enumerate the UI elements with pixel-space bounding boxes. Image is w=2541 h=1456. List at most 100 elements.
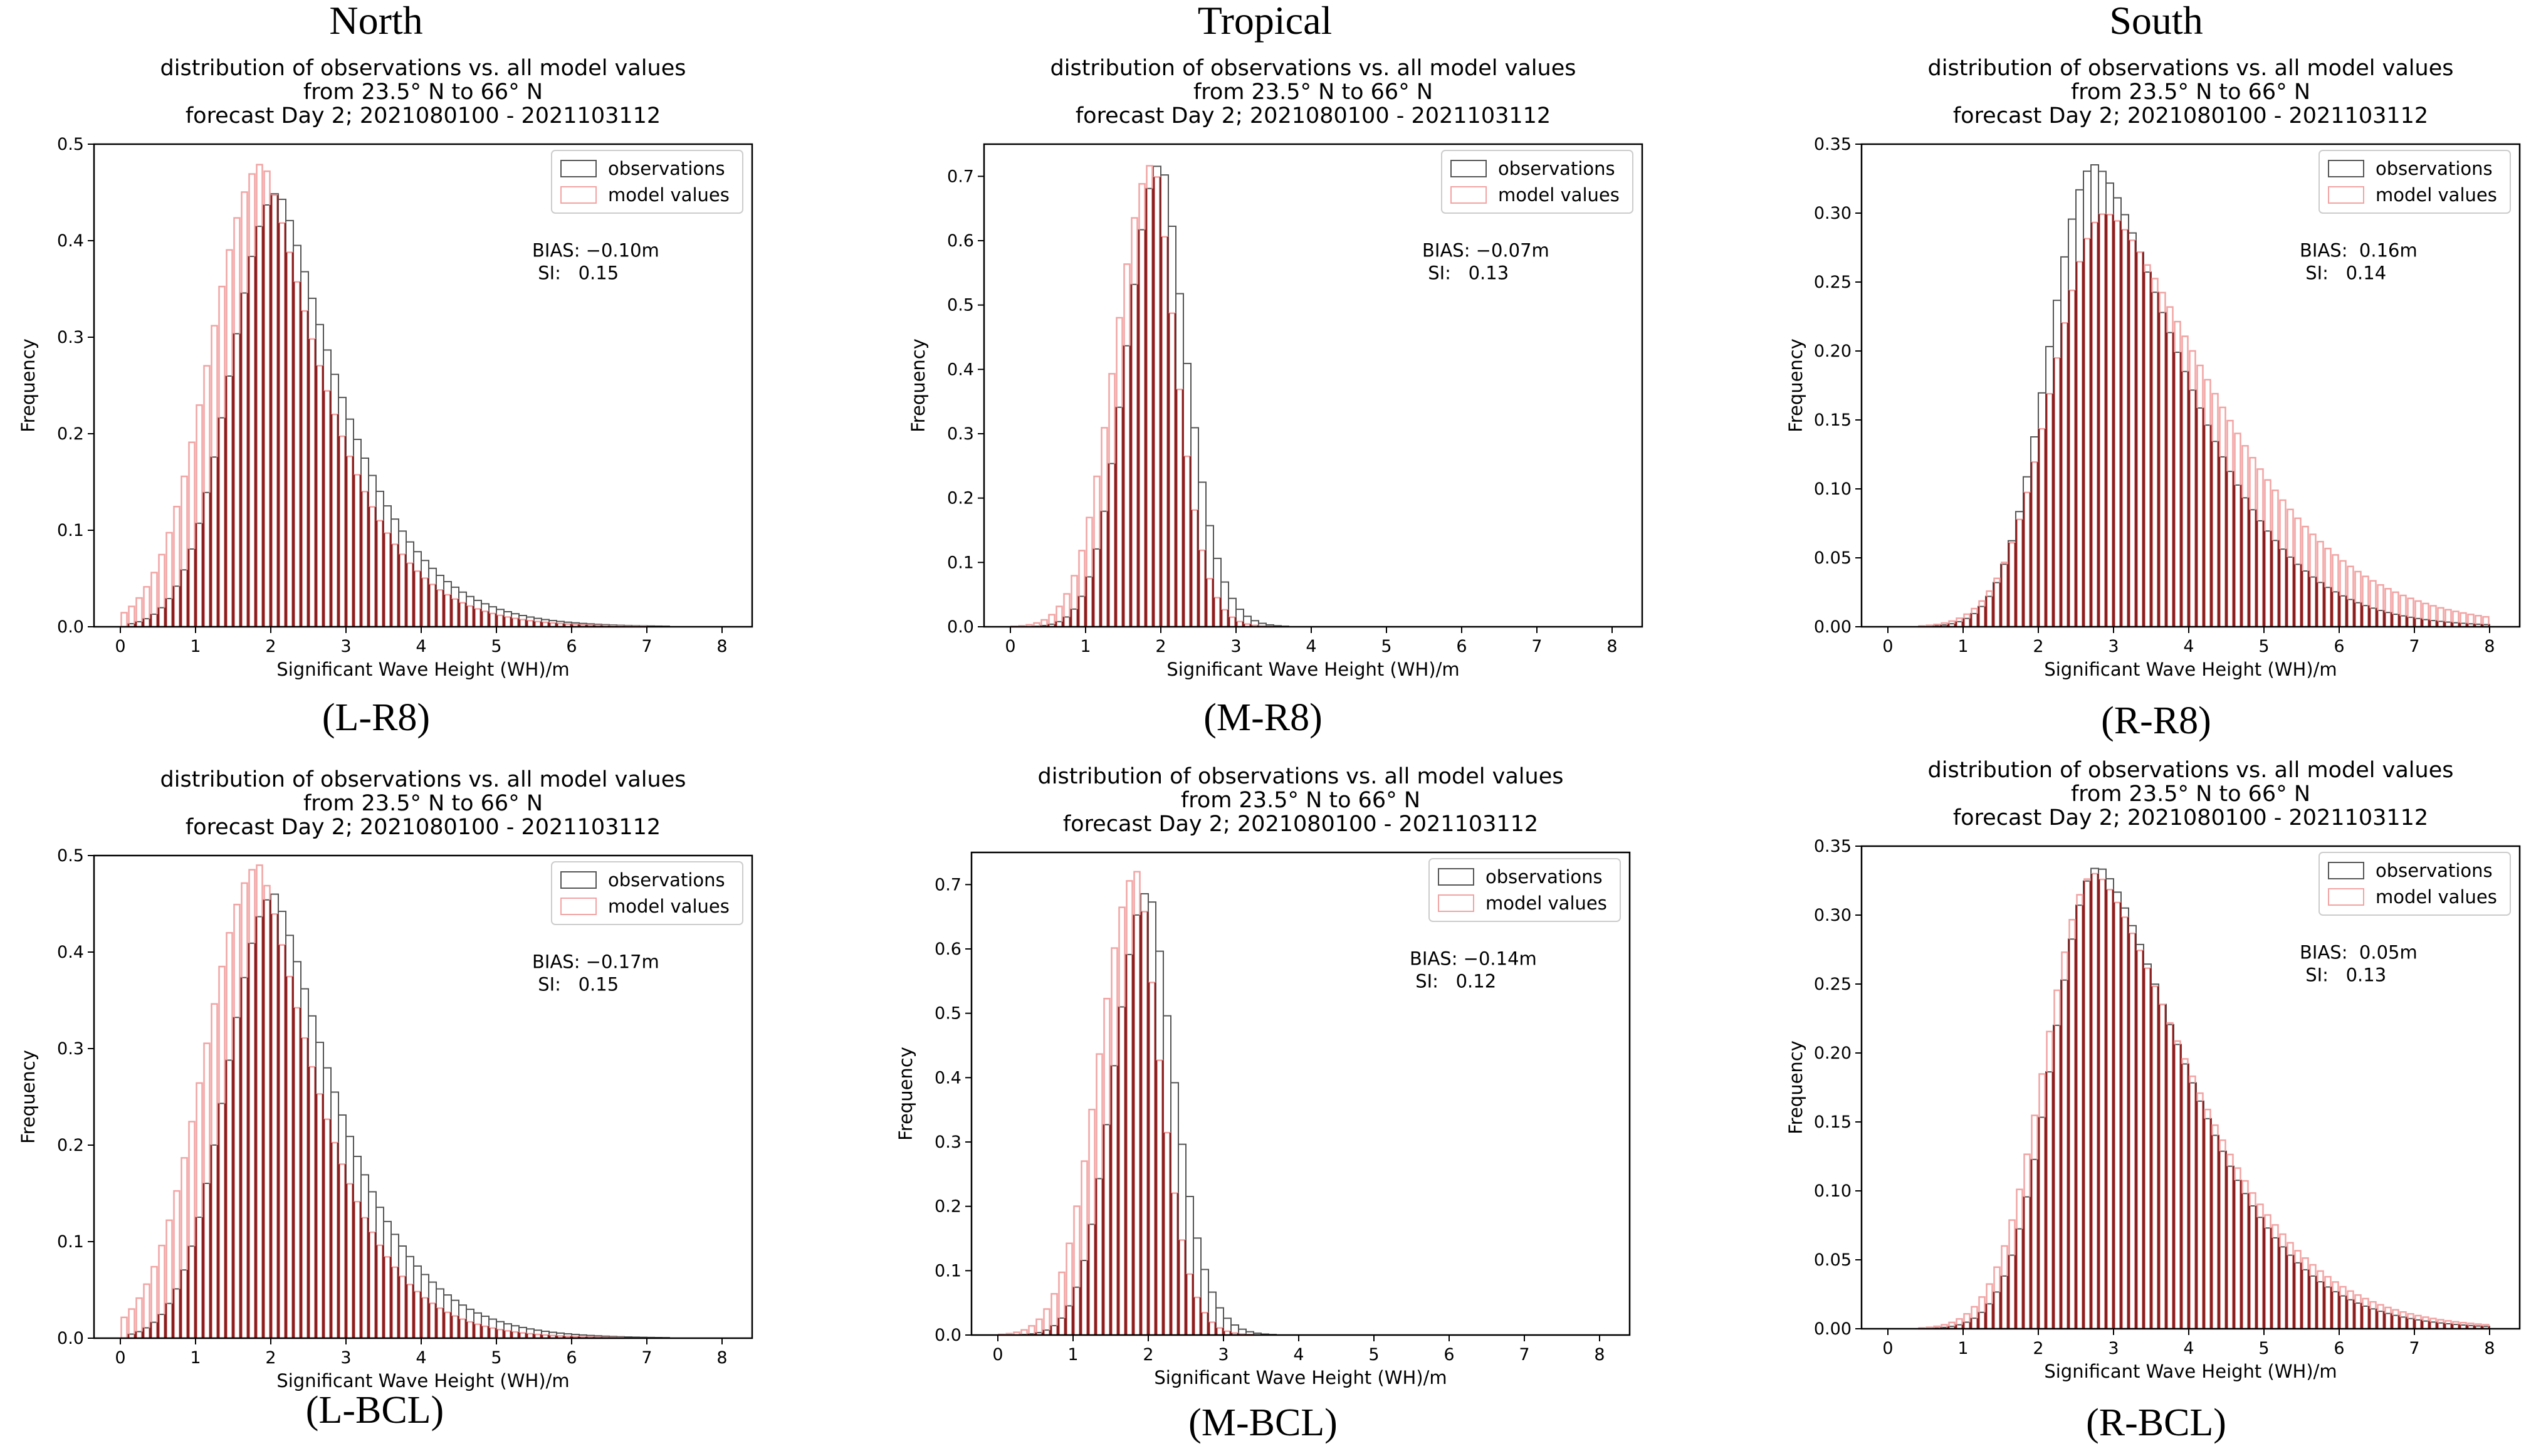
bar-model-values: [504, 616, 511, 628]
panel-tag-l-bcl: (L-BCL): [305, 1389, 444, 1432]
x-tick-label: 3: [1230, 637, 1241, 656]
bar-model-values: [1141, 911, 1148, 1336]
bar-model-values: [211, 325, 218, 628]
x-tick-label: 5: [2258, 637, 2269, 656]
bar-model-values: [2234, 432, 2241, 628]
bar-model-values: [293, 281, 301, 628]
bar-model-values: [1103, 997, 1111, 1336]
bar-model-values: [2302, 1257, 2309, 1330]
x-tick-label: 6: [566, 1348, 577, 1368]
y-axis-label: Frequency: [1785, 1040, 1806, 1134]
bias-annotation: BIAS: −0.10m: [532, 239, 659, 261]
bar-model-values: [1993, 1266, 2001, 1330]
chart-title-line: forecast Day 2; 2021080100 - 2021103112: [1063, 812, 1538, 837]
bar-model-values: [2241, 445, 2249, 628]
bar-model-values: [1168, 312, 1176, 628]
x-tick-label: 8: [716, 637, 727, 656]
y-tick-label: 0.4: [57, 231, 84, 251]
x-tick-label: 0: [1005, 637, 1015, 656]
bar-model-values: [1078, 550, 1086, 628]
x-tick-label: 3: [340, 637, 351, 656]
x-tick-label: 6: [1456, 637, 1467, 656]
bar-model-values: [1178, 1239, 1186, 1336]
x-tick-label: 1: [190, 637, 201, 656]
bar-model-values: [2444, 1320, 2452, 1330]
bar-model-values: [2437, 1319, 2444, 1330]
bar-model-values: [2189, 350, 2196, 628]
bar-model-values: [2166, 306, 2174, 628]
x-tick-label: 4: [416, 1348, 426, 1368]
bar-model-values: [2414, 1314, 2422, 1330]
panel-tag-r-bcl: (R-BCL): [2086, 1401, 2226, 1444]
chart-title-line: from 23.5° N to 66° N: [1193, 80, 1433, 105]
chart-title-line: distribution of observations vs. all mod…: [160, 56, 686, 81]
legend-box: [551, 150, 743, 214]
bar-model-values: [2279, 499, 2287, 628]
bar-model-values: [226, 932, 233, 1339]
bar-model-values: [1176, 389, 1183, 628]
bar-model-values: [519, 1332, 527, 1339]
bar-model-values: [2016, 1188, 2023, 1330]
chart-title-line: from 23.5° N to 66° N: [2071, 80, 2310, 105]
chart-title-line: from 23.5° N to 66° N: [1181, 788, 1420, 813]
legend-box: [1441, 150, 1633, 214]
y-tick-label: 0.10: [1814, 1181, 1852, 1201]
series-overlap: [1932, 874, 2490, 1329]
bar-model-values: [481, 1325, 489, 1339]
bar-model-values: [196, 1082, 203, 1339]
y-tick-label: 0.15: [1814, 411, 1852, 430]
axes-frame: [1860, 143, 2521, 628]
legend-swatch-model-values: [560, 898, 597, 915]
bar-model-values: [2226, 419, 2234, 628]
x-axis-label: Significant Wave Height (WH)/m: [2044, 1361, 2337, 1382]
bar-model-values: [2008, 542, 2016, 628]
y-tick-label: 0.0: [57, 617, 84, 637]
y-tick-label: 0.35: [1814, 837, 1852, 856]
bar-model-values: [1148, 982, 1156, 1336]
bar-model-values: [1216, 1327, 1223, 1336]
bar-model-values: [1213, 597, 1221, 628]
bar-model-values: [1133, 871, 1141, 1336]
bar-model-values: [248, 869, 256, 1339]
bar-model-values: [1071, 575, 1078, 628]
histogram-panel-r-bcl: distribution of observations vs. all mod…: [1780, 752, 2526, 1391]
bar-model-values: [1183, 455, 1191, 628]
y-tick-label: 0.30: [1814, 204, 1852, 223]
y-tick-label: 0.05: [1814, 548, 1852, 568]
si-annotation: SI: 0.15: [532, 262, 619, 283]
x-tick-label: 3: [340, 1348, 351, 1368]
bar-model-values: [2392, 1309, 2399, 1330]
bar-model-values: [278, 222, 286, 628]
bar-model-values: [1108, 373, 1116, 628]
bar-model-values: [2444, 609, 2452, 628]
bar-model-values: [181, 1157, 188, 1339]
bar-model-values: [2196, 1092, 2204, 1330]
bar-model-values: [489, 1327, 496, 1339]
bar-model-values: [2008, 1219, 2016, 1330]
bar-model-values: [338, 1163, 346, 1339]
bar-model-values: [1048, 614, 1056, 628]
legend-swatch-model-values: [1438, 894, 1474, 912]
bar-model-values: [2475, 615, 2482, 628]
bar-model-values: [2038, 427, 2046, 628]
bar-model-values: [323, 390, 331, 628]
x-tick-label: 8: [1594, 1345, 1605, 1364]
bias-annotation: BIAS: −0.17m: [532, 951, 659, 972]
y-tick-label: 0.6: [935, 940, 961, 959]
bar-model-values: [2362, 1297, 2369, 1330]
legend-label-observations: observations: [2376, 158, 2493, 179]
bar-model-values: [2181, 335, 2189, 628]
bar-model-values: [293, 1007, 301, 1339]
bar-model-values: [158, 1244, 165, 1339]
axes-frame: [970, 851, 1631, 1336]
chart-title-line: forecast Day 2; 2021080100 - 2021103112: [1953, 805, 2428, 830]
bar-model-values: [2347, 1290, 2354, 1330]
y-tick-label: 0.15: [1814, 1113, 1852, 1132]
x-tick-label: 7: [2409, 637, 2419, 656]
x-tick-label: 2: [2033, 637, 2043, 656]
x-tick-label: 3: [2108, 637, 2119, 656]
y-axis-label: Frequency: [908, 338, 929, 432]
y-tick-label: 0.3: [935, 1133, 961, 1152]
bar-model-values: [1146, 165, 1153, 628]
bar-model-values: [1101, 427, 1108, 628]
